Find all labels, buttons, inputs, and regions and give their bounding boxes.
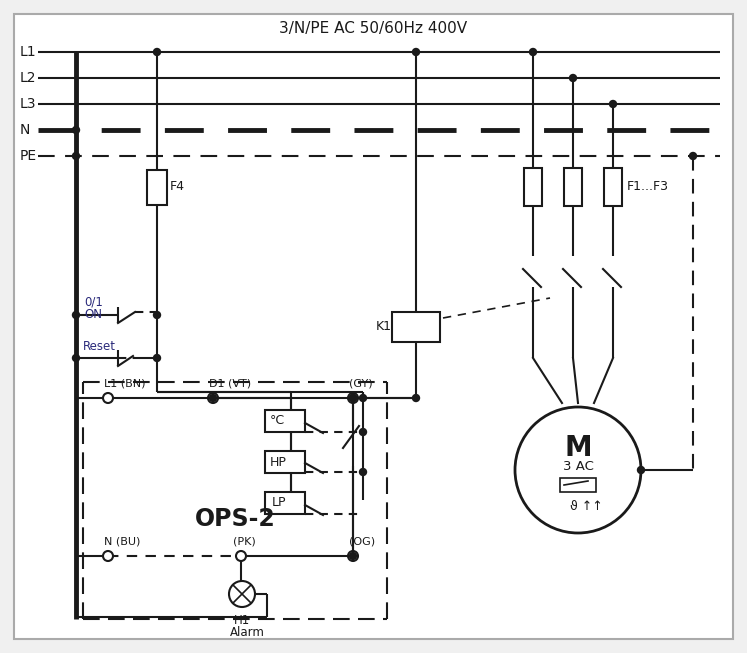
Circle shape — [359, 394, 367, 402]
Text: HP: HP — [270, 456, 287, 468]
Text: N: N — [20, 123, 31, 137]
Bar — [560, 478, 596, 492]
Bar — [524, 168, 542, 206]
Text: ϑ ↑↑: ϑ ↑↑ — [570, 500, 603, 513]
Text: OPS-2: OPS-2 — [195, 507, 276, 532]
Text: Alarm: Alarm — [230, 626, 265, 639]
Text: LP: LP — [272, 496, 287, 509]
Bar — [265, 410, 305, 432]
Text: H1: H1 — [234, 614, 250, 626]
Text: F4: F4 — [170, 180, 185, 193]
Circle shape — [359, 428, 367, 436]
Bar — [147, 170, 167, 205]
Text: D1 (VT): D1 (VT) — [209, 379, 251, 389]
Circle shape — [236, 551, 246, 561]
Circle shape — [350, 394, 356, 402]
Circle shape — [153, 355, 161, 362]
Text: K1: K1 — [376, 321, 392, 334]
Text: L3: L3 — [20, 97, 37, 111]
Circle shape — [103, 551, 113, 561]
Circle shape — [72, 355, 79, 362]
Circle shape — [637, 466, 645, 473]
Circle shape — [208, 393, 218, 403]
Text: 3 AC: 3 AC — [562, 460, 593, 473]
Circle shape — [72, 153, 79, 159]
Text: M: M — [564, 434, 592, 462]
Bar — [392, 312, 440, 342]
Bar — [265, 451, 305, 473]
Circle shape — [348, 551, 358, 561]
Text: L1: L1 — [20, 45, 37, 59]
Text: (GY): (GY) — [349, 379, 373, 389]
Circle shape — [209, 394, 217, 402]
Bar — [265, 492, 305, 514]
Circle shape — [515, 407, 641, 533]
Circle shape — [569, 74, 577, 82]
Circle shape — [689, 153, 696, 159]
Circle shape — [610, 101, 616, 108]
Text: L1 (BN): L1 (BN) — [104, 379, 146, 389]
Text: F1...F3: F1...F3 — [627, 180, 669, 193]
Circle shape — [72, 311, 79, 319]
Circle shape — [359, 468, 367, 475]
Circle shape — [350, 394, 356, 402]
Circle shape — [348, 393, 358, 403]
Bar — [604, 168, 622, 206]
Circle shape — [153, 48, 161, 56]
Circle shape — [350, 552, 356, 560]
Text: PE: PE — [20, 149, 37, 163]
Text: L2: L2 — [20, 71, 37, 85]
Circle shape — [229, 581, 255, 607]
Circle shape — [72, 127, 79, 133]
Text: °C: °C — [270, 415, 285, 428]
Circle shape — [412, 48, 420, 56]
Text: Reset: Reset — [83, 340, 116, 353]
Circle shape — [153, 311, 161, 319]
Text: 0/1: 0/1 — [84, 296, 103, 308]
Circle shape — [530, 48, 536, 56]
Text: 3/N/PE AC 50/60Hz 400V: 3/N/PE AC 50/60Hz 400V — [279, 20, 468, 35]
Bar — [564, 168, 582, 206]
Text: (PK): (PK) — [233, 537, 255, 547]
Circle shape — [412, 394, 420, 402]
Text: N (BU): N (BU) — [104, 537, 140, 547]
Circle shape — [103, 393, 113, 403]
Text: ON: ON — [84, 308, 102, 321]
Text: (OG): (OG) — [349, 537, 375, 547]
